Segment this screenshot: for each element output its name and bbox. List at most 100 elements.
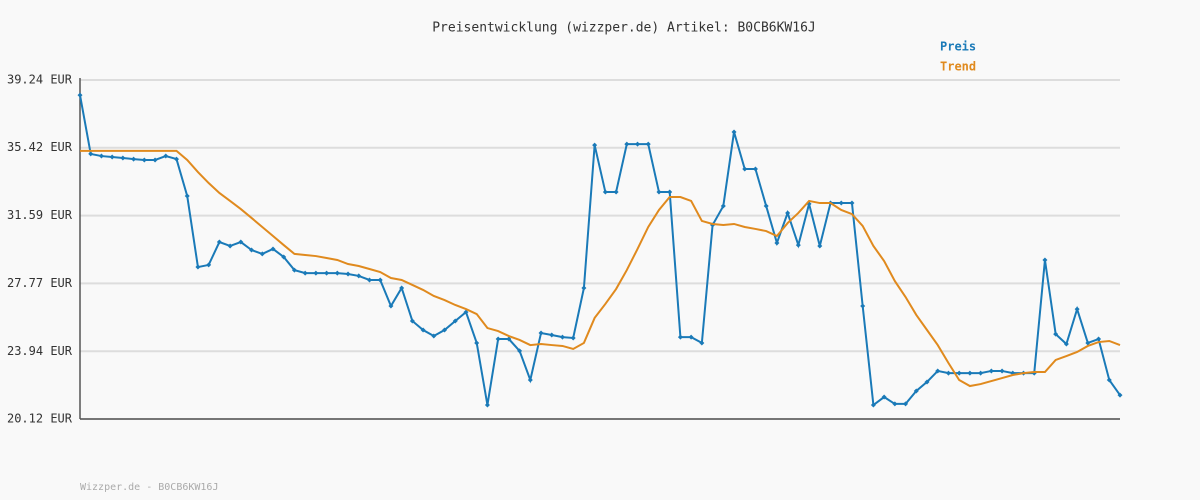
series-line (80, 149, 1121, 388)
point (409, 318, 415, 324)
point (795, 242, 801, 248)
point (860, 303, 866, 309)
point (635, 141, 641, 147)
point (334, 270, 340, 276)
point (1117, 392, 1123, 398)
point (699, 340, 705, 346)
point (570, 335, 576, 341)
point (77, 92, 83, 98)
point (152, 157, 158, 163)
point (688, 334, 694, 340)
point (173, 156, 179, 162)
point (913, 388, 919, 394)
point (613, 189, 619, 195)
point (667, 189, 673, 195)
point (463, 309, 469, 315)
point (763, 203, 769, 209)
point (88, 151, 94, 157)
point (291, 267, 297, 273)
y-tick-label: 35.42 EUR (7, 140, 73, 154)
point (206, 262, 212, 268)
point (999, 368, 1005, 374)
point (141, 157, 147, 163)
point (442, 327, 448, 333)
point (238, 239, 244, 245)
point (602, 189, 608, 195)
point (656, 189, 662, 195)
point (903, 401, 909, 407)
point (131, 156, 137, 162)
point (399, 285, 405, 291)
point (731, 129, 737, 135)
legend-label: Preis (940, 40, 976, 54)
point (742, 166, 748, 172)
point (924, 379, 930, 385)
y-tick-label: 20.12 EUR (7, 412, 73, 426)
point (1063, 341, 1069, 347)
point (249, 247, 255, 253)
y-tick-label: 39.24 EUR (7, 73, 73, 87)
point (677, 334, 683, 340)
point (892, 401, 898, 407)
point (431, 333, 437, 339)
y-tick-label: 31.59 EUR (7, 208, 73, 222)
point (785, 210, 791, 216)
point (967, 370, 973, 376)
point (1042, 257, 1048, 263)
point (935, 368, 941, 374)
point (956, 370, 962, 376)
chart-title: Preisentwicklung (wizzper.de) Artikel: B… (432, 21, 816, 36)
point (978, 370, 984, 376)
point (120, 155, 126, 161)
point (495, 336, 501, 342)
y-tick-label: 27.77 EUR (7, 276, 73, 290)
point (849, 200, 855, 206)
point (720, 203, 726, 209)
footer: Wizzper.de - B0CB6KW16J (80, 482, 218, 493)
point (356, 273, 362, 279)
point (109, 154, 115, 160)
point (1053, 331, 1059, 337)
point (581, 285, 587, 291)
point (452, 318, 458, 324)
point (527, 377, 533, 383)
point (484, 402, 490, 408)
point (163, 153, 169, 159)
point (517, 348, 523, 354)
point (774, 240, 780, 246)
point (313, 270, 319, 276)
y-tick-label: 23.94 EUR (7, 344, 73, 358)
point (227, 243, 233, 249)
point (216, 239, 222, 245)
point (538, 330, 544, 336)
point (817, 243, 823, 249)
point (988, 368, 994, 374)
point (506, 336, 512, 342)
point (592, 142, 598, 148)
point (195, 264, 201, 270)
point (945, 370, 951, 376)
point (184, 193, 190, 199)
point (420, 327, 426, 333)
point (1106, 377, 1112, 383)
point (324, 270, 330, 276)
point (549, 332, 555, 338)
point (752, 166, 758, 172)
point (870, 402, 876, 408)
point (270, 246, 276, 252)
point (474, 340, 480, 346)
point (345, 271, 351, 277)
legend-label: Trend (940, 60, 976, 74)
point (1074, 306, 1080, 312)
point (645, 141, 651, 147)
point (259, 251, 265, 257)
point (388, 303, 394, 309)
point (559, 334, 565, 340)
point (377, 277, 383, 283)
point (838, 200, 844, 206)
point (302, 270, 308, 276)
point (1096, 336, 1102, 342)
point (624, 141, 630, 147)
